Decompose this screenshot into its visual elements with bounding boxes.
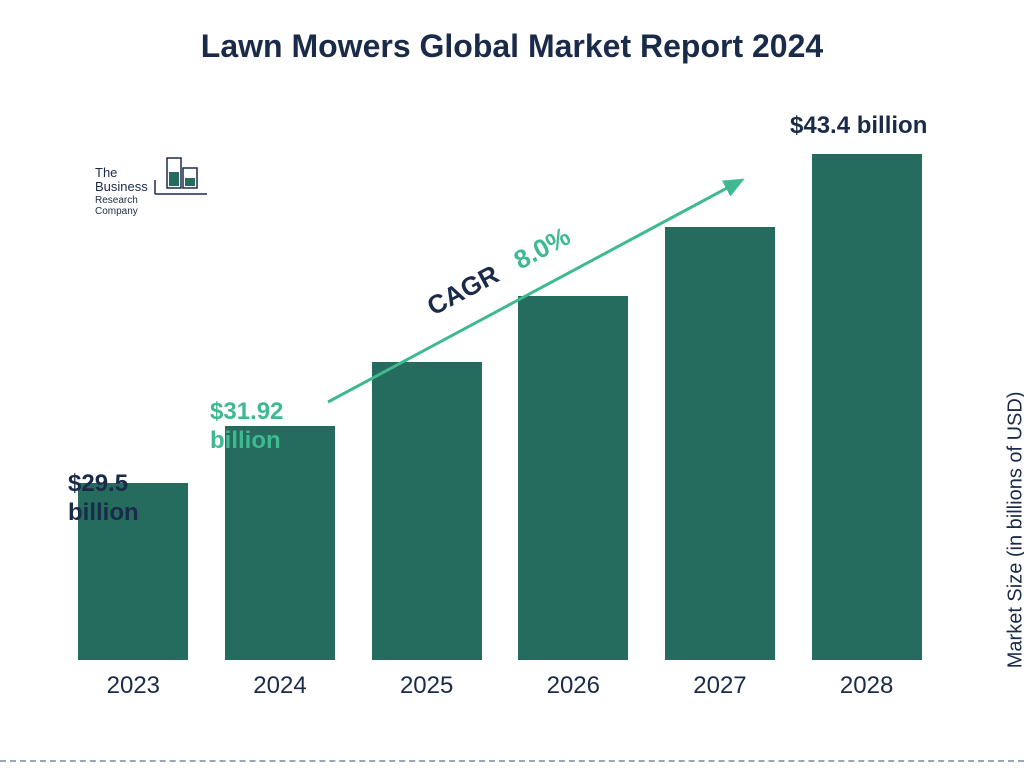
- bar-2027: [660, 227, 780, 660]
- bar-rect: [812, 154, 922, 660]
- x-label-2026: 2026: [513, 672, 633, 700]
- footer-dashed-line: [0, 760, 1024, 762]
- value-label-2023: $29.5 billion: [68, 470, 178, 528]
- bar-2028: [807, 154, 927, 660]
- bar-2024: [220, 426, 340, 660]
- value-label-2024: $31.92 billion: [210, 398, 330, 456]
- x-label-2027: 2027: [660, 672, 780, 700]
- bar-2026: [513, 296, 633, 660]
- x-label-2024: 2024: [220, 672, 340, 700]
- bar-2025: [367, 362, 487, 660]
- y-axis-label: Market Size (in billions of USD): [1005, 392, 1024, 669]
- chart-title: Lawn Mowers Global Market Report 2024: [0, 28, 1024, 65]
- bar-rect: [665, 227, 775, 660]
- bars-container: [60, 140, 940, 660]
- x-label-2023: 2023: [73, 672, 193, 700]
- bar-rect: [518, 296, 628, 660]
- x-label-2028: 2028: [807, 672, 927, 700]
- bar-rect: [225, 426, 335, 660]
- x-axis-labels: 2023 2024 2025 2026 2027 2028: [60, 672, 940, 700]
- chart-area: 2023 2024 2025 2026 2027 2028: [60, 140, 940, 700]
- value-label-2028: $43.4 billion: [790, 112, 990, 141]
- x-label-2025: 2025: [367, 672, 487, 700]
- bar-rect: [372, 362, 482, 660]
